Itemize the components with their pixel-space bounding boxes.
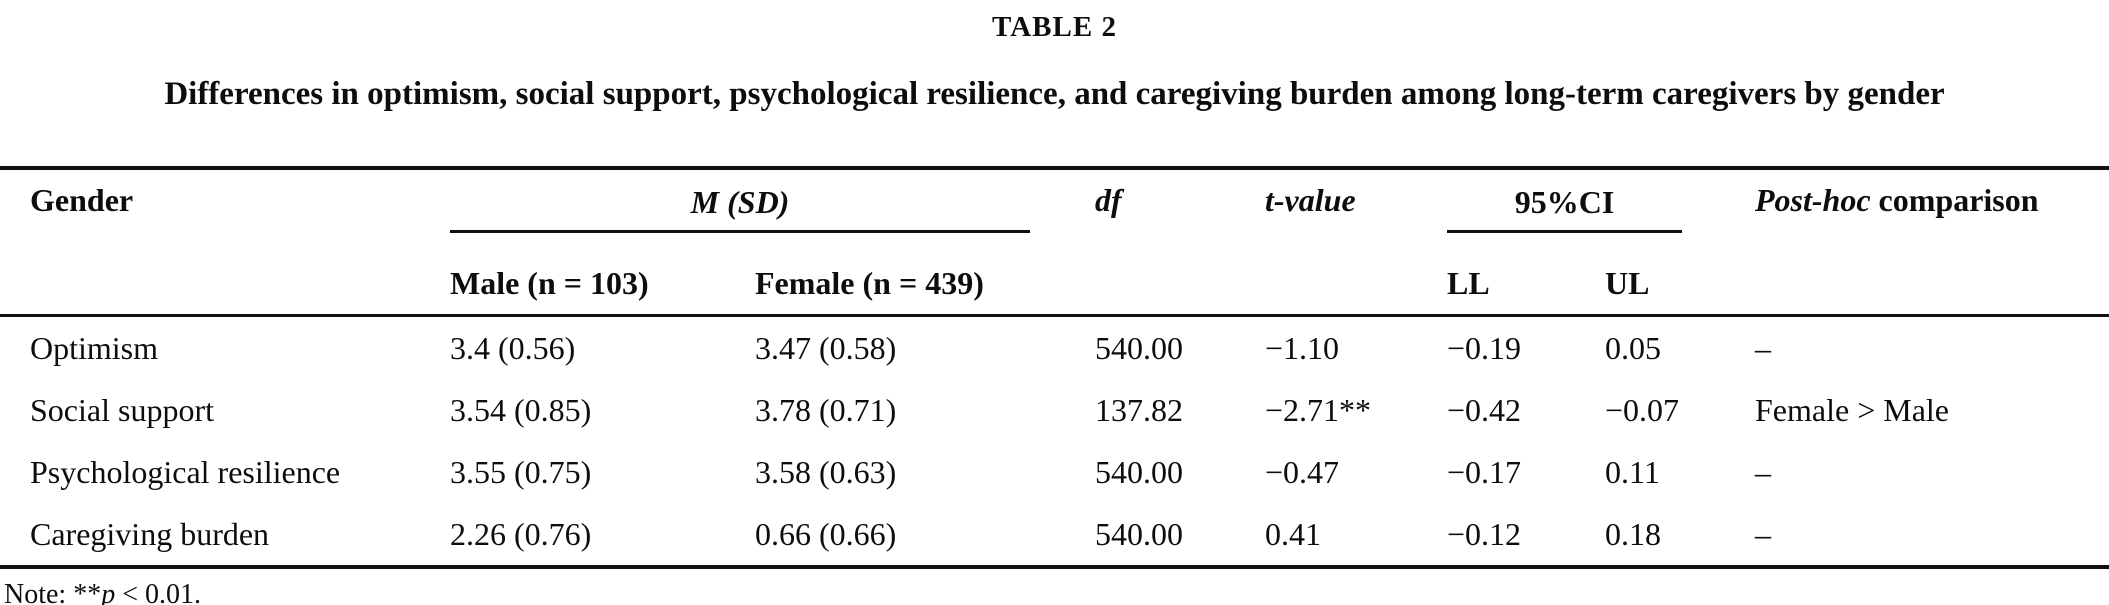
table-note: Note: **p < 0.01. [0,577,2109,605]
cell-t-value: −1.10 [1265,329,1340,366]
row-label: Caregiving burden [30,515,270,552]
cell-df: 540.00 [1095,329,1183,366]
header-posthoc-italic: Post-hoc [1755,182,1871,218]
cell-ll: −0.12 [1447,515,1522,552]
cell-male: 2.26 (0.76) [450,515,592,552]
table-row: Caregiving burden 2.26 (0.76) 0.66 (0.66… [0,503,2109,567]
cell-ll: −0.42 [1447,391,1522,428]
table-row: Optimism 3.4 (0.56) 3.47 (0.58) 540.00 −… [0,316,2109,380]
header-df: df [1095,182,1122,218]
table-label: TABLE 2 [992,11,1117,43]
cell-posthoc: – [1755,453,1771,490]
table-row: Social support 3.54 (0.85) 3.78 (0.71) 1… [0,379,2109,441]
cell-male: 3.4 (0.56) [450,329,576,366]
cell-df: 540.00 [1095,515,1183,552]
cell-ul: −0.07 [1605,391,1680,428]
cell-male: 3.54 (0.85) [450,391,592,428]
cell-male: 3.55 (0.75) [450,453,592,490]
stats-table: Gender M (SD) df t-value 95%CI Post-hoc … [0,166,2109,569]
note-p-symbol: p [101,579,116,605]
header-male: Male (n = 103) [450,265,649,301]
header-msd-label: M (SD) [450,182,1030,233]
cell-posthoc: – [1755,515,1771,552]
header-female: Female (n = 439) [755,265,984,301]
cell-ul: 0.18 [1605,515,1661,552]
table-row: Psychological resilience 3.55 (0.75) 3.5… [0,441,2109,503]
header-msd: M (SD) [450,168,1095,244]
cell-df: 137.82 [1095,391,1183,428]
cell-female: 3.58 (0.63) [755,453,897,490]
cell-t-value: −0.47 [1265,453,1340,490]
header-ll: LL [1447,265,1490,301]
cell-female: 3.47 (0.58) [755,329,897,366]
table-title: Differences in optimism, social support,… [164,76,1945,112]
cell-t-value: −2.71** [1265,391,1372,428]
cell-ul: 0.11 [1605,453,1660,490]
cell-female: 3.78 (0.71) [755,391,897,428]
note-prefix: Note: ** [4,579,102,605]
cell-posthoc: Female > Male [1755,391,1949,428]
header-ci: 95%CI [1447,168,1755,244]
header-gender: Gender [30,182,134,218]
header-posthoc-rest: comparison [1870,182,2039,218]
cell-female: 0.66 (0.66) [755,515,897,552]
row-label: Social support [30,391,214,428]
header-posthoc: Post-hoc comparison [1755,168,2109,316]
cell-ul: 0.05 [1605,329,1661,366]
note-suffix: < 0.01. [115,579,202,605]
header-t-value: t-value [1265,182,1356,218]
cell-t-value: 0.41 [1265,515,1321,552]
row-label: Optimism [30,329,159,366]
cell-ll: −0.19 [1447,329,1522,366]
cell-df: 540.00 [1095,453,1183,490]
row-label: Psychological resilience [30,453,341,490]
header-ci-label: 95%CI [1447,182,1682,233]
cell-posthoc: – [1755,329,1771,366]
header-ul: UL [1605,265,1650,301]
cell-ll: −0.17 [1447,453,1522,490]
